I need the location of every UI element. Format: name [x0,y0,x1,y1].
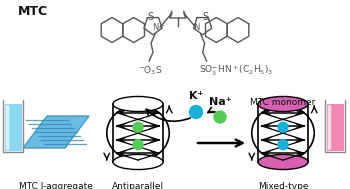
Circle shape [133,122,143,132]
Bar [5,104,21,150]
Text: S: S [203,12,209,22]
Ellipse shape [113,96,163,112]
Circle shape [278,122,288,132]
Circle shape [214,111,226,123]
Polygon shape [23,116,89,148]
Text: MTC monomer: MTC monomer [250,98,316,107]
Text: Mixed-type: Mixed-type [258,182,308,189]
Ellipse shape [113,154,163,170]
Text: $^{-}$O$_3$S: $^{-}$O$_3$S [138,64,162,77]
Circle shape [189,105,203,119]
Ellipse shape [258,96,308,112]
Text: K⁺: K⁺ [189,91,203,101]
Text: N: N [194,23,200,32]
Ellipse shape [258,154,308,170]
Text: Na⁺: Na⁺ [209,97,231,107]
Bar [3,100,23,152]
Circle shape [278,140,288,150]
Bar [325,100,345,152]
Text: SO$_3^{-}$HN$^+$(C$_2$H$_5$)$_3$: SO$_3^{-}$HN$^+$(C$_2$H$_5$)$_3$ [199,64,273,78]
Circle shape [133,140,143,150]
Bar [327,104,343,150]
Text: N$^+$: N$^+$ [152,21,166,33]
Text: Antiparallel: Antiparallel [112,182,164,189]
Text: MTC J-aggregate: MTC J-aggregate [19,182,93,189]
Text: MTC: MTC [18,5,48,18]
Text: S: S [147,12,153,22]
